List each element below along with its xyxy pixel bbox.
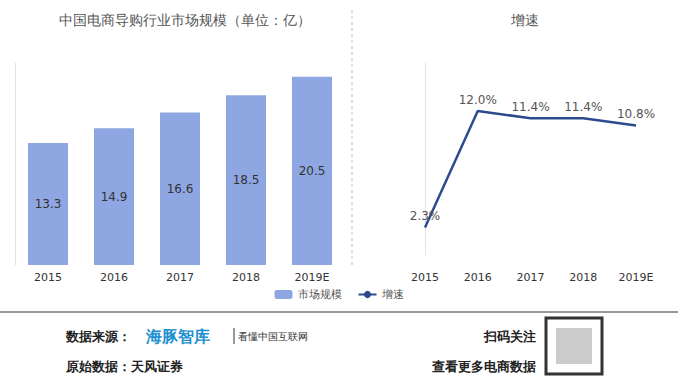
svg-text:原始数据：天风证券: 原始数据：天风证券 bbox=[65, 359, 183, 374]
svg-text:增速: 增速 bbox=[381, 288, 404, 301]
svg-text:2018: 2018 bbox=[569, 271, 597, 284]
svg-text:14.9: 14.9 bbox=[101, 190, 128, 204]
svg-text:2019E: 2019E bbox=[295, 271, 330, 284]
svg-text:11.4%: 11.4% bbox=[564, 100, 602, 114]
svg-text:市场规模: 市场规模 bbox=[298, 288, 342, 301]
svg-text:中国电商导购行业市场规模（单位：亿）: 中国电商导购行业市场规模（单位：亿） bbox=[59, 12, 311, 28]
svg-text:增速: 增速 bbox=[510, 12, 539, 28]
svg-text:2016: 2016 bbox=[100, 271, 128, 284]
svg-text:扫码关注: 扫码关注 bbox=[483, 329, 536, 344]
svg-text:看懂中国互联网: 看懂中国互联网 bbox=[238, 331, 308, 342]
svg-text:2015: 2015 bbox=[411, 271, 439, 284]
svg-text:2016: 2016 bbox=[464, 271, 492, 284]
svg-text:2015: 2015 bbox=[34, 271, 62, 284]
svg-text:海豚智库: 海豚智库 bbox=[145, 327, 210, 346]
svg-text:11.4%: 11.4% bbox=[511, 100, 549, 114]
svg-text:2017: 2017 bbox=[166, 271, 194, 284]
svg-text:18.5: 18.5 bbox=[233, 173, 260, 187]
svg-text:12.0%: 12.0% bbox=[459, 93, 497, 107]
svg-text:16.6: 16.6 bbox=[167, 182, 194, 196]
svg-text:2019E: 2019E bbox=[619, 271, 654, 284]
svg-text:2017: 2017 bbox=[517, 271, 545, 284]
svg-text:13.3: 13.3 bbox=[35, 197, 62, 211]
svg-text:查看更多电商数据: 查看更多电商数据 bbox=[431, 359, 536, 374]
svg-text:2.3%: 2.3% bbox=[410, 209, 441, 223]
svg-text:数据来源：: 数据来源： bbox=[65, 329, 131, 344]
svg-text:10.8%: 10.8% bbox=[617, 107, 655, 121]
svg-text:20.5: 20.5 bbox=[299, 164, 326, 178]
svg-text:2018: 2018 bbox=[232, 271, 260, 284]
